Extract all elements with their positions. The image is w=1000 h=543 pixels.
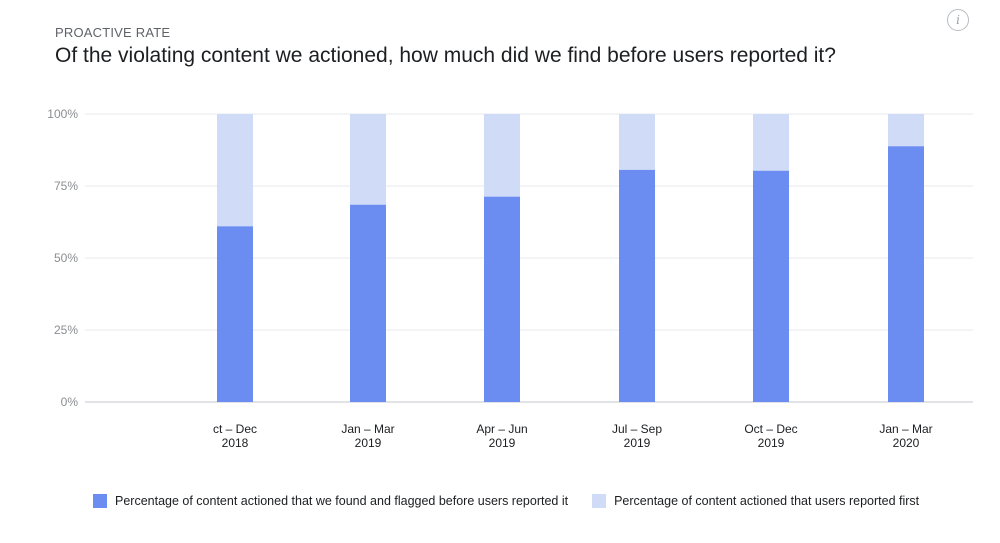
x-tick-label-1-year: 2019: [355, 436, 382, 450]
x-tick-label-5-year: 2020: [893, 436, 920, 450]
chart-legend: Percentage of content actioned that we f…: [93, 494, 980, 508]
x-tick-label-4-period: Oct – Dec: [744, 422, 797, 436]
legend-item-found-first[interactable]: Percentage of content actioned that we f…: [93, 494, 568, 508]
x-tick-label-0-year: 2018: [222, 436, 249, 450]
legend-item-users-reported-first[interactable]: Percentage of content actioned that user…: [592, 494, 919, 508]
x-tick-label-3-period: Jul – Sep: [612, 422, 662, 436]
legend-label-users-reported-first: Percentage of content actioned that user…: [614, 494, 920, 508]
bar-found-first-1: [350, 204, 386, 402]
bar-users-reported-2: [484, 114, 520, 197]
bar-found-first-3: [619, 169, 655, 402]
legend-swatch-found-first: [93, 494, 107, 508]
x-tick-label-0-period: ct – Dec: [213, 422, 257, 436]
bar-found-first-0: [217, 226, 253, 402]
y-tick-label-4: 100%: [47, 107, 78, 121]
x-tick-label-4-year: 2019: [758, 436, 785, 450]
bar-users-reported-1: [350, 114, 386, 205]
bar-found-first-2: [484, 196, 520, 402]
bar-users-reported-0: [217, 114, 253, 227]
bar-users-reported-5: [888, 114, 924, 147]
y-tick-label-2: 50%: [54, 251, 78, 265]
bar-users-reported-3: [619, 114, 655, 170]
bar-users-reported-4: [753, 114, 789, 171]
x-tick-label-1-period: Jan – Mar: [341, 422, 394, 436]
x-tick-label-2-period: Apr – Jun: [476, 422, 527, 436]
y-tick-label-1: 25%: [54, 323, 78, 337]
chart-title: Of the violating content we actioned, ho…: [55, 44, 836, 67]
x-tick-label-2-year: 2019: [489, 436, 516, 450]
chart-eyebrow: PROACTIVE RATE: [55, 25, 171, 40]
bar-found-first-5: [888, 146, 924, 402]
x-tick-label-5-period: Jan – Mar: [879, 422, 932, 436]
legend-swatch-users-reported-first: [592, 494, 607, 508]
y-tick-label-0: 0%: [61, 395, 79, 409]
legend-label-found-first: Percentage of content actioned that we f…: [115, 494, 569, 508]
x-tick-label-3-year: 2019: [624, 436, 651, 450]
y-tick-label-3: 75%: [54, 179, 78, 193]
bar-found-first-4: [753, 170, 789, 402]
info-icon[interactable]: i: [947, 9, 969, 31]
